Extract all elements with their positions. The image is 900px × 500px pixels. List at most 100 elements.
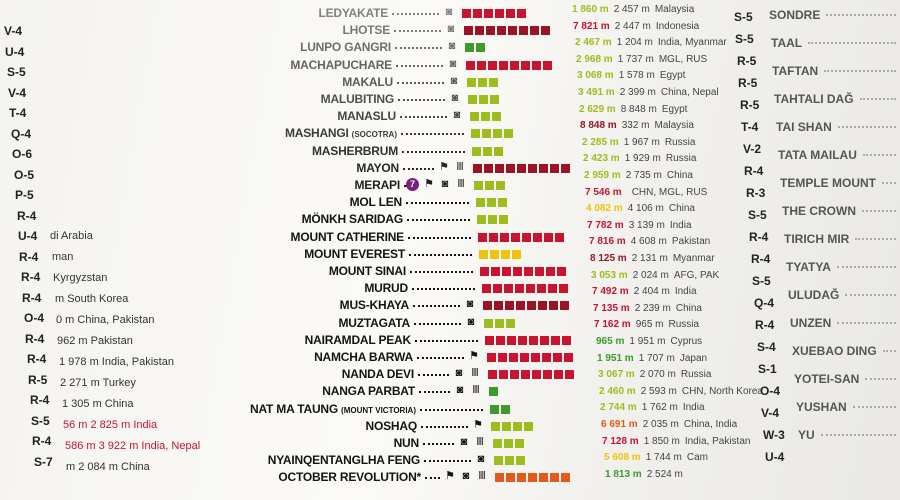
rating-square <box>550 473 559 483</box>
grid-code: S-5 <box>735 32 754 46</box>
elevation-value: 7 492 m <box>592 286 629 298</box>
rating-square <box>496 335 505 345</box>
rating-square <box>495 318 504 328</box>
elevation-value: 6 691 m <box>601 419 638 430</box>
elevation-value: 2 423 m <box>583 153 620 165</box>
left-grid-code: O-6 <box>12 147 33 161</box>
grid-code: R-4 <box>751 252 771 266</box>
elevation-row: 3 491 m 2 399 m China, Nepal <box>578 87 719 99</box>
dotted-leader <box>407 219 470 222</box>
peak-name: MOUNT CATHERINE <box>219 230 405 244</box>
right-peak-row: XUEBAO DING <box>792 344 896 358</box>
camera-icon: ◙ <box>467 315 475 328</box>
right-peak-name: YOTEI-SAN <box>794 372 860 386</box>
elevation-row: 5 608 m 1 744 m Cam <box>604 452 708 464</box>
dotted-leader <box>859 98 896 100</box>
prominence-value: 1 707 m <box>638 352 675 364</box>
dotted-leader <box>408 236 471 239</box>
right-peak-row: TYATYA <box>786 260 896 274</box>
rating-square <box>507 335 516 345</box>
country-label: China, Nepal <box>660 87 719 98</box>
rating-square <box>517 473 526 483</box>
elevation-row: 1 951 m 1 707 m Japan <box>597 353 707 365</box>
peak-name: MERAPI <box>215 178 401 192</box>
dotted-leader <box>392 13 439 15</box>
rating-square <box>510 370 519 380</box>
flag-icon: ⚑ <box>469 350 479 362</box>
peak-name-label: NANDA DEVI <box>341 367 414 382</box>
elevation-row: 6 691 m 2 035 m China, India <box>601 419 737 431</box>
prominence-value: 2 404 m <box>633 286 670 298</box>
dotted-leader <box>410 271 473 273</box>
country-label: Malaysia <box>654 4 695 15</box>
elevation-value: 3 053 m <box>591 269 628 281</box>
peak-name-label: MASHERBRUM <box>312 143 398 158</box>
right-peak-name: TYATYA <box>786 260 831 274</box>
grid-code: R-4 <box>755 318 775 332</box>
rating-square <box>528 473 537 483</box>
right-peak-name: THE CROWN <box>782 204 856 218</box>
country-label: Cam <box>686 452 708 464</box>
peak-name-label: LUNPO GANGRI <box>300 40 391 55</box>
rating-bar <box>489 387 498 397</box>
right-peak-name: TAI SHAN <box>776 120 832 134</box>
peak-name-label: MAYON <box>356 160 399 175</box>
rating-square <box>542 353 551 362</box>
rating-bar <box>483 301 569 311</box>
peak-name-label: MÖNKH SARIDAG <box>301 212 404 227</box>
dotted-leader <box>398 99 445 101</box>
rating-square <box>549 301 558 311</box>
country-label: CHN, North Korea <box>681 385 763 397</box>
rating-square <box>495 9 504 18</box>
rating-bar <box>471 129 513 139</box>
grid-code: T-4 <box>741 120 759 134</box>
rating-bar <box>477 215 508 225</box>
temple-icon: Ⅲ <box>457 178 465 190</box>
grid-code: R-5 <box>740 98 760 112</box>
elevation-row: 7 782 m 3 139 m India <box>587 220 692 232</box>
elevation-row: 2 285 m 1 967 m Russia <box>582 137 695 149</box>
rating-square <box>539 473 548 483</box>
peak-name: NAMCHA BARWA <box>228 350 413 364</box>
peak-name-label: NAMCHA BARWA <box>314 350 413 364</box>
rating-square <box>471 129 480 139</box>
right-peak-row: YUSHAN <box>796 400 896 414</box>
peak-name-label: MASHANGI <box>284 126 349 141</box>
number-badge: 7 <box>406 178 419 191</box>
camera-icon: ◙ <box>455 367 463 380</box>
elevation-value: 5 608 m <box>604 452 641 464</box>
peak-name-label: NOSHAQ <box>365 418 418 433</box>
rating-square <box>499 370 508 380</box>
dotted-leader <box>836 266 896 268</box>
elevation-value: 3 068 m <box>577 70 614 82</box>
left-grid-code: R-4 <box>30 393 50 407</box>
left-grid-code: V-4 <box>4 24 23 38</box>
rating-square <box>482 284 491 294</box>
elevation-row: 1 860 m 2 457 m Malaysia <box>572 4 694 16</box>
elevation-value: 2 467 m <box>575 37 612 49</box>
left-data-row: 2 271 m Turkey <box>60 377 136 389</box>
elevation-value: 1 860 m <box>572 4 609 15</box>
right-peak-row: YU <box>798 428 896 442</box>
elevation-value: 4 082 m <box>586 203 623 215</box>
rating-square <box>483 146 492 156</box>
dotted-leader <box>413 305 460 308</box>
prominence-value: 2 447 m <box>614 20 651 32</box>
left-data-row: Kyrgyzstan <box>53 272 108 284</box>
rating-square <box>488 60 497 70</box>
rating-square <box>557 267 566 276</box>
right-peak-row: TAI SHAN <box>776 120 896 134</box>
country-label: Indonesia <box>655 20 700 32</box>
elevation-value: 3 491 m <box>578 87 615 98</box>
rating-square <box>490 404 499 414</box>
country-label: Pakistan <box>671 236 711 248</box>
elevation-value: 2 285 m <box>582 136 619 148</box>
peak-name: MAKALU <box>208 75 393 89</box>
rating-square <box>484 163 493 173</box>
prominence-value: 2 024 m <box>632 269 669 281</box>
rating-bar <box>487 353 573 362</box>
elevation-value: 1 813 m <box>605 468 642 480</box>
country-label: China, India <box>683 419 738 430</box>
rating-square <box>517 163 526 173</box>
left-grid-code: Q-4 <box>11 126 32 141</box>
